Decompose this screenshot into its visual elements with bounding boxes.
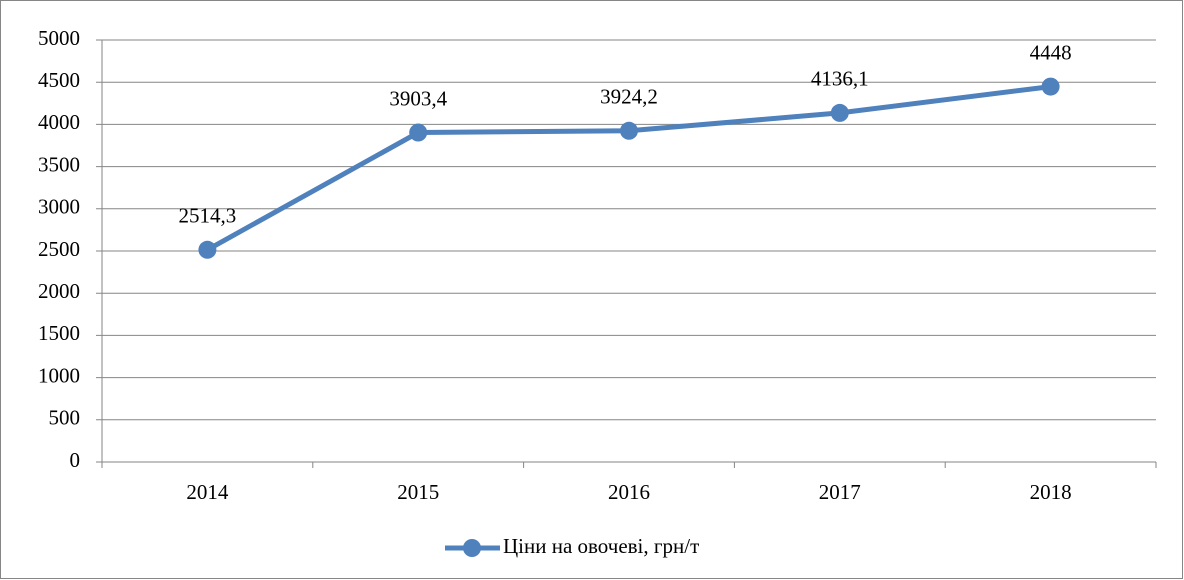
x-tick-label: 2016 xyxy=(608,480,650,504)
legend-label: Ціни на овочеві, грн/т xyxy=(503,534,699,558)
data-label: 3903,4 xyxy=(389,86,447,110)
marker xyxy=(620,121,638,140)
x-tick-label: 2015 xyxy=(397,480,439,504)
x-tick-label: 2018 xyxy=(1030,480,1072,504)
legend-marker xyxy=(463,539,481,557)
marker xyxy=(830,103,849,122)
y-tick-label: 5000 xyxy=(38,26,80,50)
y-tick-label: 500 xyxy=(49,406,81,430)
data-label: 4448 xyxy=(1030,40,1072,64)
marker xyxy=(198,240,217,259)
y-tick-label: 0 xyxy=(70,448,81,472)
data-label: 2514,3 xyxy=(179,204,237,228)
y-tick-label: 3500 xyxy=(38,152,80,176)
x-tick-label: 2014 xyxy=(186,480,229,504)
y-tick-label: 1000 xyxy=(38,363,80,387)
y-tick-label: 1500 xyxy=(38,321,80,345)
y-tick-label: 4500 xyxy=(38,68,80,92)
x-tick-label: 2017 xyxy=(819,480,861,504)
y-tick-label: 3000 xyxy=(38,195,80,219)
data-label: 3924,2 xyxy=(600,85,658,109)
y-tick-label: 4000 xyxy=(38,110,80,134)
y-tick-label: 2000 xyxy=(38,279,80,303)
marker xyxy=(409,123,428,142)
marker xyxy=(1041,77,1060,96)
y-tick-label: 2500 xyxy=(38,237,80,261)
data-label: 4136,1 xyxy=(811,67,869,91)
